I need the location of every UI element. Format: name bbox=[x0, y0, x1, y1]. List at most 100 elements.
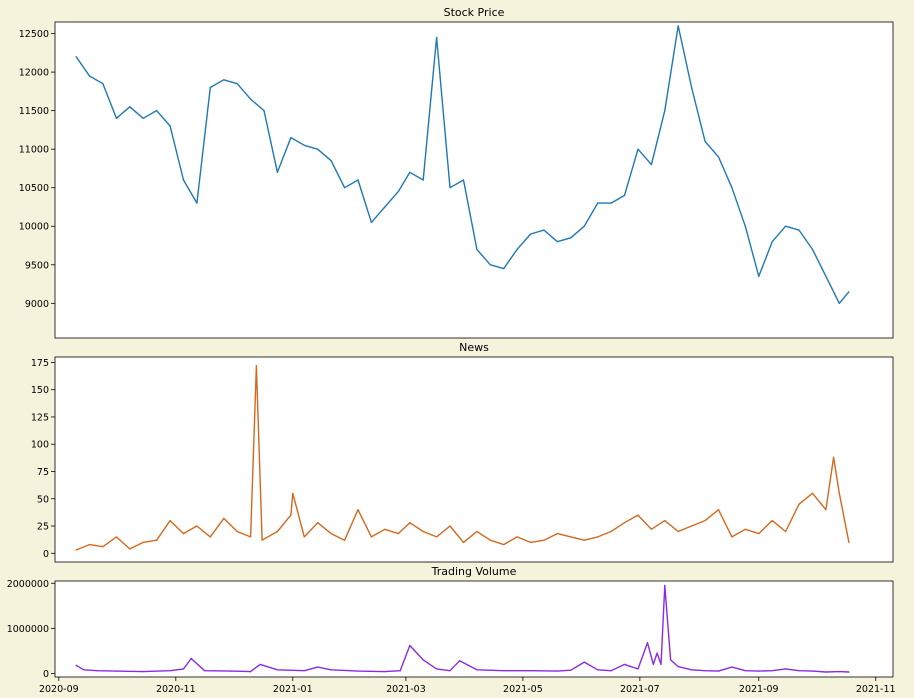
data-point bbox=[503, 543, 505, 546]
data-point bbox=[543, 539, 545, 541]
data-point bbox=[75, 549, 77, 551]
data-point bbox=[811, 248, 814, 250]
y-tick-label: 12000 bbox=[19, 68, 49, 79]
data-point bbox=[96, 670, 98, 672]
data-point bbox=[717, 670, 720, 672]
data-point bbox=[169, 125, 171, 127]
data-point bbox=[704, 519, 706, 522]
data-point bbox=[261, 539, 263, 541]
y-tick-label: 75 bbox=[37, 467, 49, 478]
data-point bbox=[422, 179, 424, 181]
data-point bbox=[744, 670, 746, 672]
data-point bbox=[669, 659, 672, 661]
data-point bbox=[357, 509, 359, 511]
series-line bbox=[75, 584, 849, 673]
data-point bbox=[556, 241, 559, 243]
data-point bbox=[623, 194, 626, 197]
data-point bbox=[142, 541, 144, 543]
data-point bbox=[236, 83, 238, 85]
data-point bbox=[317, 666, 319, 668]
data-point bbox=[249, 536, 252, 538]
data-point bbox=[449, 525, 451, 527]
data-point bbox=[169, 519, 171, 522]
data-point bbox=[249, 670, 252, 673]
data-point bbox=[529, 541, 532, 543]
data-point bbox=[292, 492, 294, 494]
data-point bbox=[650, 528, 652, 530]
data-point bbox=[691, 669, 693, 671]
data-point bbox=[276, 669, 279, 671]
data-point bbox=[115, 536, 117, 538]
subplots: Stock Price90009500100001050011000115001… bbox=[7, 6, 896, 695]
data-point bbox=[102, 83, 104, 85]
data-point bbox=[503, 268, 505, 270]
data-point bbox=[583, 539, 585, 541]
data-point bbox=[129, 106, 131, 108]
data-point bbox=[637, 668, 639, 670]
subplot-2: News 0 25 50 75 100 125 150 175 bbox=[31, 341, 894, 563]
data-point bbox=[343, 187, 346, 189]
data-point bbox=[597, 536, 599, 538]
data-point bbox=[317, 522, 319, 524]
y-tick-label: 0 bbox=[43, 549, 49, 560]
data-point bbox=[223, 79, 225, 81]
data-point bbox=[597, 202, 599, 204]
data-point bbox=[704, 140, 706, 143]
data-point bbox=[646, 642, 649, 644]
data-point bbox=[556, 533, 559, 535]
subplot-title: News bbox=[459, 341, 489, 354]
data-point bbox=[771, 670, 773, 672]
data-point bbox=[209, 536, 211, 538]
data-point bbox=[516, 536, 518, 538]
data-point bbox=[832, 456, 835, 458]
data-point bbox=[436, 36, 438, 39]
data-point bbox=[637, 514, 639, 516]
y-tick-label: 10000 bbox=[19, 222, 49, 233]
data-point bbox=[449, 187, 451, 189]
data-point bbox=[637, 148, 639, 150]
data-point bbox=[436, 536, 438, 538]
data-point bbox=[303, 536, 305, 538]
data-point bbox=[115, 670, 117, 672]
data-point bbox=[610, 202, 612, 204]
data-point bbox=[503, 670, 505, 672]
data-point bbox=[330, 669, 332, 671]
data-point bbox=[529, 233, 532, 235]
data-point bbox=[230, 670, 233, 672]
y-tick-label: 125 bbox=[31, 412, 49, 423]
data-point bbox=[623, 663, 626, 665]
data-point bbox=[196, 525, 198, 527]
data-point bbox=[75, 664, 77, 666]
data-point bbox=[677, 25, 679, 27]
data-point bbox=[691, 525, 693, 527]
data-point bbox=[691, 86, 693, 89]
x-tick-label: 2021-01 bbox=[273, 684, 313, 695]
data-point bbox=[664, 584, 666, 587]
data-point bbox=[290, 137, 292, 139]
x-tick-label: 2021-03 bbox=[386, 684, 426, 695]
y-tick-label: 175 bbox=[31, 358, 49, 369]
data-point bbox=[142, 670, 144, 673]
data-point bbox=[656, 652, 658, 654]
subplot-title: Trading Volume bbox=[431, 565, 517, 578]
data-point bbox=[290, 514, 292, 516]
data-point bbox=[169, 670, 171, 672]
x-tick-label: 2020-09 bbox=[39, 684, 79, 695]
data-point bbox=[422, 659, 424, 661]
data-point bbox=[476, 530, 478, 533]
data-point bbox=[798, 670, 800, 672]
data-point bbox=[758, 533, 760, 535]
data-point bbox=[75, 56, 77, 58]
data-point bbox=[255, 365, 257, 367]
data-point bbox=[182, 668, 185, 670]
data-point bbox=[660, 663, 662, 665]
data-point bbox=[650, 163, 652, 166]
y-tick-label: 12500 bbox=[19, 29, 49, 40]
data-point bbox=[156, 539, 158, 541]
data-point bbox=[516, 248, 518, 250]
data-point bbox=[384, 670, 386, 673]
plot-area bbox=[54, 580, 894, 678]
data-point bbox=[249, 98, 252, 100]
data-point bbox=[489, 264, 491, 266]
